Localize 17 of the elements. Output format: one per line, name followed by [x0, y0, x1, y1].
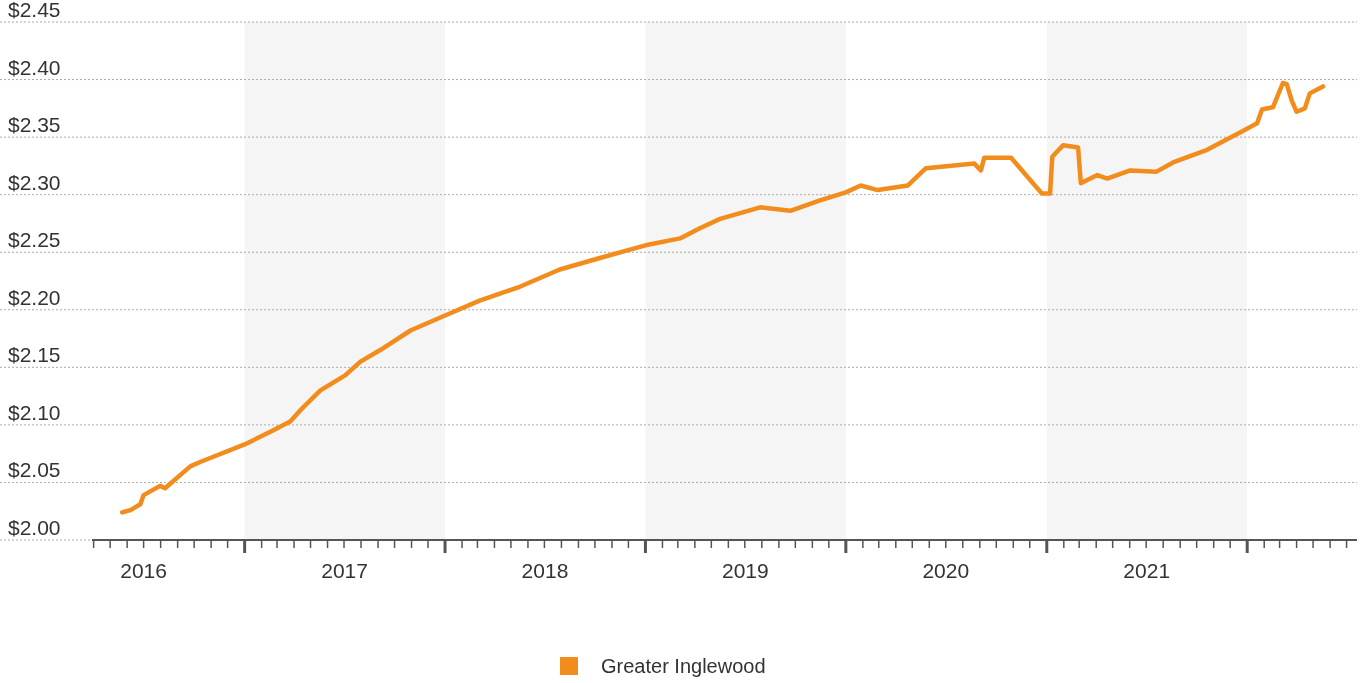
y-tick-label: $2.35 [8, 113, 61, 137]
y-tick-label: $2.25 [8, 228, 61, 252]
x-tick-label: 2019 [722, 559, 769, 582]
y-tick-label: $2.20 [8, 285, 61, 309]
y-tick-label: $2.00 [8, 516, 61, 539]
x-tick-label: 2020 [922, 559, 970, 582]
y-tick-label: $2.30 [8, 170, 61, 194]
y-tick-label: $2.15 [8, 343, 61, 367]
y-tick-label: $2.05 [8, 458, 61, 482]
y-tick-label: $2.10 [8, 400, 61, 424]
legend-label: Greater Inglewood [601, 655, 766, 677]
x-tick-label: 2016 [120, 559, 167, 582]
y-tick-label: $2.40 [8, 55, 61, 79]
x-tick-label: 2018 [521, 559, 569, 582]
x-tick-label: 2017 [321, 559, 368, 582]
x-tick-label: 2021 [1123, 559, 1171, 582]
y-tick-label: $2.45 [8, 0, 61, 21]
